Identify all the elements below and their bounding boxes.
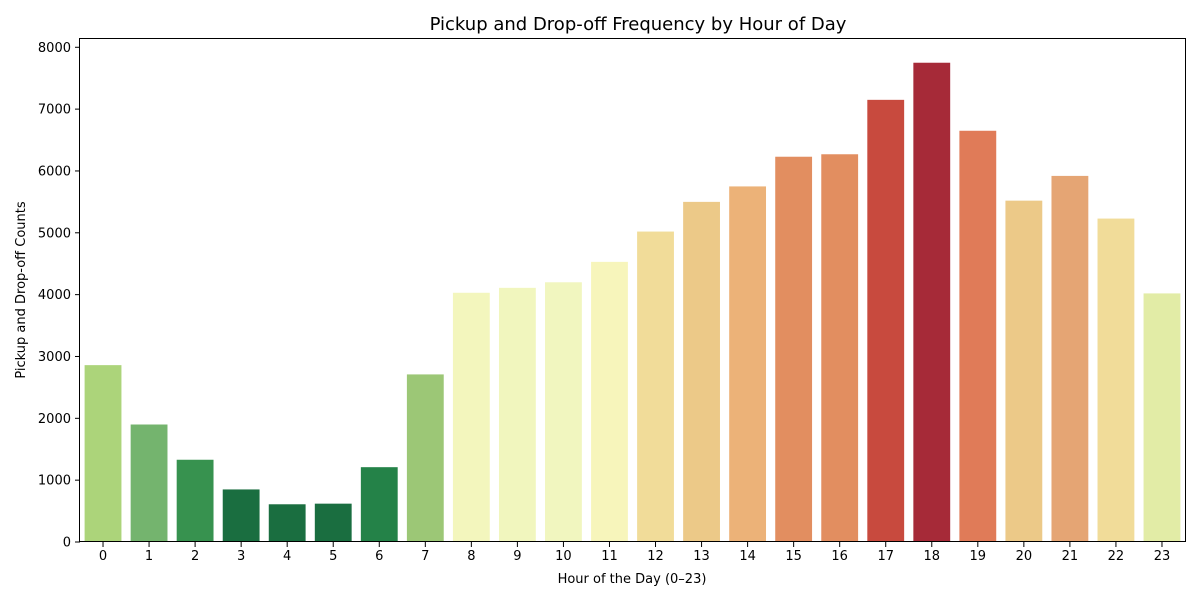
x-axis-label: Hour of the Day (0–23) — [558, 572, 707, 587]
bar-hour-9 — [498, 287, 536, 542]
x-tick-label: 18 — [923, 549, 940, 564]
chart-title: Pickup and Drop-off Frequency by Hour of… — [430, 14, 847, 35]
bar-hour-20 — [1005, 200, 1043, 542]
x-tick-label: 15 — [785, 549, 802, 564]
y-tick-label: 6000 — [38, 164, 71, 179]
y-tick-label: 2000 — [38, 412, 71, 427]
y-tick-label: 1000 — [38, 474, 71, 489]
x-tick-label: 4 — [283, 549, 291, 564]
bar-hour-10 — [545, 282, 582, 542]
bar-hour-5 — [314, 503, 352, 542]
x-tick-label: 3 — [237, 549, 245, 564]
y-tick-label: 3000 — [38, 350, 71, 365]
y-tick-label: 5000 — [38, 226, 71, 241]
x-tick-label: 14 — [739, 549, 756, 564]
x-tick-label: 16 — [831, 549, 848, 564]
y-tick-label: 7000 — [38, 103, 71, 118]
x-tick-label: 6 — [375, 549, 383, 564]
bar-hour-19 — [959, 130, 997, 542]
y-ticks-group: 0 1000 2000 3000 4000 5000 6000 7000 8000 — [38, 41, 80, 551]
x-tick-label: 21 — [1062, 549, 1079, 564]
bar-hour-3 — [222, 489, 260, 542]
bar-hour-8 — [452, 292, 490, 542]
bar-hour-1 — [130, 424, 168, 542]
x-tick-label: 11 — [601, 549, 618, 564]
bar-hour-13 — [683, 201, 720, 542]
y-tick-label: 0 — [63, 536, 71, 551]
x-tick-label: 19 — [970, 549, 987, 564]
bar-hour-18 — [913, 62, 951, 542]
bar-hour-12 — [637, 231, 674, 542]
x-tick-label: 22 — [1108, 549, 1125, 564]
bars-group — [84, 62, 1181, 543]
x-tick-label: 7 — [421, 549, 429, 564]
plot-frame — [79, 38, 1186, 542]
y-axis-label: Pickup and Drop-off Counts — [14, 201, 29, 379]
x-tick-label: 2 — [191, 549, 199, 564]
y-tick-label: 8000 — [38, 41, 71, 56]
bar-hour-2 — [176, 459, 214, 542]
bar-hour-14 — [729, 186, 767, 542]
bar-hour-22 — [1097, 218, 1135, 543]
bar-hour-21 — [1051, 175, 1089, 542]
x-tick-label: 9 — [513, 549, 521, 564]
x-tick-label: 10 — [555, 549, 572, 564]
x-tick-label: 0 — [99, 549, 107, 564]
x-tick-label: 8 — [467, 549, 475, 564]
bar-hour-7 — [406, 374, 444, 542]
bar-hour-0 — [84, 365, 122, 542]
x-tick-label: 12 — [647, 549, 664, 564]
bar-hour-6 — [360, 467, 398, 542]
bar-hour-15 — [775, 156, 813, 542]
bar-hour-4 — [268, 504, 306, 542]
bar-hour-23 — [1143, 293, 1181, 542]
bar-hour-11 — [591, 261, 628, 542]
bar-hour-16 — [821, 154, 859, 542]
x-tick-label: 23 — [1154, 549, 1171, 564]
x-tick-label: 1 — [145, 549, 153, 564]
x-tick-label: 5 — [329, 549, 337, 564]
x-tick-label: 13 — [693, 549, 710, 564]
bar-hour-17 — [867, 99, 905, 543]
y-tick-label: 4000 — [38, 288, 71, 303]
x-tick-label: 17 — [877, 549, 894, 564]
x-tick-label: 20 — [1016, 549, 1033, 564]
x-ticks-group: 0 1 2 3 4 5 6 7 8 9 10 11 12 13 14 15 16 17 18 19 20 21 22 23 — [99, 542, 1170, 564]
